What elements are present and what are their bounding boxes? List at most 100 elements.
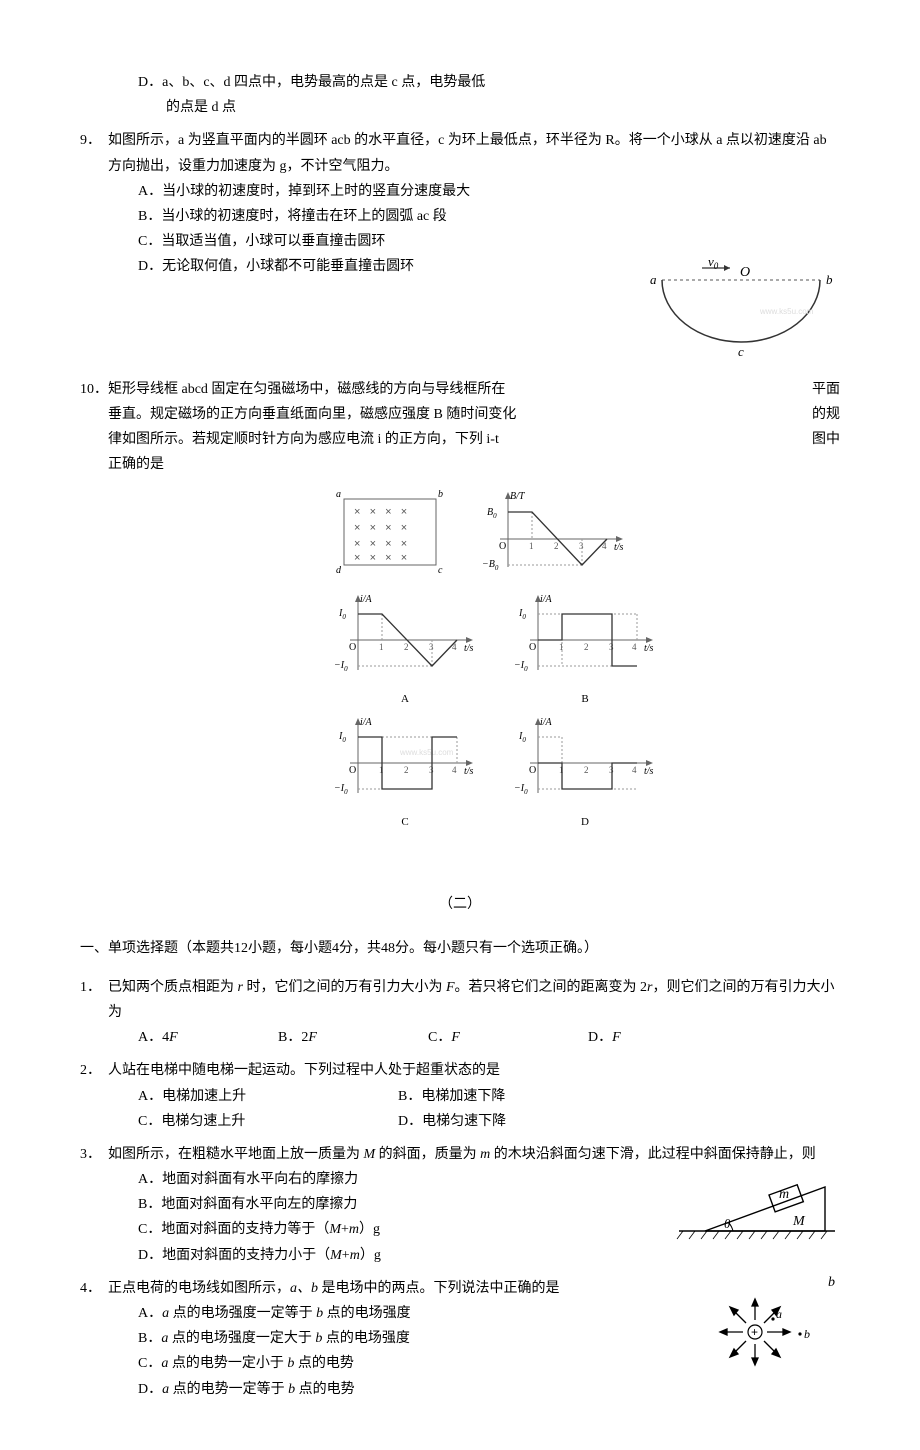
svg-text:www.ks5u.com: www.ks5u.com: [399, 748, 454, 757]
p4-figure: b + a b: [690, 1272, 840, 1391]
svg-text:+: +: [751, 1325, 758, 1339]
p2-option-b: B．电梯加速下降: [398, 1084, 505, 1109]
svg-text:t/s: t/s: [464, 766, 474, 777]
p1-option-d: D．F: [588, 1025, 621, 1050]
p1-number: 1．: [80, 975, 108, 1000]
svg-text:2: 2: [404, 765, 409, 775]
svg-text:O: O: [349, 642, 356, 653]
svg-text:d: d: [336, 565, 342, 576]
q10-text1r: 平面: [812, 377, 840, 402]
svg-text:O: O: [529, 765, 536, 776]
svg-text:i/A: i/A: [360, 717, 373, 728]
svg-text:t/s: t/s: [614, 542, 624, 553]
p2-option-a: A．电梯加速上升: [138, 1084, 398, 1109]
svg-text:I0: I0: [518, 731, 526, 744]
svg-text:−I0: −I0: [334, 660, 348, 673]
svg-text:× × × ×: × × × ×: [354, 522, 407, 534]
svg-text:b: b: [828, 1275, 835, 1290]
svg-text:× × × ×: × × × ×: [354, 506, 407, 518]
svg-text:i/A: i/A: [540, 594, 553, 605]
q10-line3: 律如图所示。若规定顺时针方向为感应电流 i 的正方向，下列 i-t 图中: [80, 427, 840, 452]
svg-text:4: 4: [452, 765, 457, 775]
q10-text2r: 的规: [812, 402, 840, 427]
svg-text:2: 2: [404, 642, 409, 652]
svg-text:b: b: [826, 272, 833, 287]
q8-option-d-line1: D．a、b、c、d 四点中，电势最高的点是 c 点，电势最低: [80, 70, 840, 95]
p2-option-d: D．电梯匀速下降: [398, 1109, 506, 1134]
svg-text:−I0: −I0: [514, 783, 528, 796]
svg-text:B0: B0: [487, 507, 497, 520]
q10-panel-a: i/A t/s O I0 −I0 1234 A: [330, 592, 480, 709]
svg-text:c: c: [438, 565, 443, 576]
svg-text:www.ks5u.com: www.ks5u.com: [759, 307, 814, 316]
p2-stem: 2．人站在电梯中随电梯一起运动。下列过程中人处于超重状态的是: [80, 1058, 840, 1083]
svg-text:3: 3: [579, 541, 584, 551]
q10-text3r: 图中: [812, 427, 840, 452]
problem-1: 1．已知两个质点相距为 r 时，它们之间的万有引力大小为 F。若只将它们之间的距…: [80, 975, 840, 1051]
q10-text3: 律如图所示。若规定顺时针方向为感应电流 i 的正方向，下列 i-t: [108, 427, 499, 452]
q10-panel-d: i/A t/s O I0 −I0 1234 D: [510, 715, 660, 832]
svg-text:× × × ×: × × × ×: [354, 552, 407, 564]
svg-text:2: 2: [584, 765, 589, 775]
svg-text:O: O: [349, 765, 356, 776]
svg-text:t/s: t/s: [644, 766, 654, 777]
q9-text: 如图所示，a 为竖直平面内的半圆环 acb 的水平直径，c 为环上最低点，环半径…: [108, 133, 827, 173]
svg-text:t/s: t/s: [464, 643, 474, 654]
p1-option-a: A．4F: [138, 1025, 278, 1050]
q8-option-d-line2: 的点是 d 点: [80, 95, 840, 120]
svg-text:1: 1: [529, 541, 534, 551]
p4-number: 4．: [80, 1276, 108, 1301]
svg-text:1: 1: [379, 765, 384, 775]
svg-text:i/A: i/A: [360, 594, 373, 605]
q10-diagrams: a b d c × × × × × × × × × × × × × × × ×: [330, 487, 840, 832]
p2-row1: A．电梯加速上升 B．电梯加速下降: [80, 1084, 840, 1109]
p2-option-c: C．电梯匀速上升: [138, 1109, 398, 1134]
section-2-title: （二）: [80, 892, 840, 917]
q10-label-a: A: [330, 690, 480, 710]
q10-line1: 10．矩形导线框 abcd 固定在匀强磁场中，磁感线的方向与导线框所在 平面: [80, 377, 840, 402]
svg-text:b: b: [438, 489, 443, 500]
p1-stem: 1．已知两个质点相距为 r 时，它们之间的万有引力大小为 F。若只将它们之间的距…: [80, 975, 840, 1025]
problem-3: 3．如图所示，在粗糙水平地面上放一质量为 M 的斜面，质量为 m 的木块沿斜面匀…: [80, 1142, 840, 1268]
q9-stem: 9．如图所示，a 为竖直平面内的半圆环 acb 的水平直径，c 为环上最低点，环…: [80, 128, 840, 178]
svg-text:−I0: −I0: [514, 660, 528, 673]
svg-text:× × × ×: × × × ×: [354, 538, 407, 550]
q10-panel-c: i/A t/s O I0 −I0 1234 www.ks5u.com C: [330, 715, 480, 832]
q10-label-d: D: [510, 813, 660, 833]
svg-text:c: c: [738, 344, 744, 359]
svg-text:O: O: [499, 541, 506, 552]
svg-text:4: 4: [632, 642, 637, 652]
svg-text:I0: I0: [338, 608, 346, 621]
svg-text:1: 1: [559, 642, 564, 652]
q10-text1: 矩形导线框 abcd 固定在匀强磁场中，磁感线的方向与导线框所在: [108, 382, 505, 397]
q10-panel-b: i/A t/s O I0 −I0 1234 B: [510, 592, 660, 709]
svg-text:a: a: [650, 272, 657, 287]
svg-text:M: M: [792, 1214, 806, 1229]
svg-text:I0: I0: [338, 731, 346, 744]
svg-text:a: a: [336, 489, 341, 500]
svg-text:2: 2: [584, 642, 589, 652]
svg-text:1: 1: [559, 765, 564, 775]
svg-text:m: m: [779, 1187, 789, 1202]
svg-text:4: 4: [632, 765, 637, 775]
svg-text:b: b: [804, 1327, 810, 1341]
problem-2: 2．人站在电梯中随电梯一起运动。下列过程中人处于超重状态的是 A．电梯加速上升 …: [80, 1058, 840, 1134]
svg-text:−B0: −B0: [482, 559, 499, 572]
svg-text:I0: I0: [518, 608, 526, 621]
q10-label-b: B: [510, 690, 660, 710]
q10-bt-graph: B/T t/s O B0 −B0 1234: [480, 487, 630, 586]
svg-text:O: O: [740, 265, 750, 280]
q9-option-b: B．当小球的初速度时，将撞击在环上的圆弧 ac 段: [80, 204, 840, 229]
svg-text:−I0: −I0: [334, 783, 348, 796]
p3-stem: 3．如图所示，在粗糙水平地面上放一质量为 M 的斜面，质量为 m 的木块沿斜面匀…: [80, 1142, 840, 1167]
p3-number: 3．: [80, 1142, 108, 1167]
svg-text:a: a: [776, 1307, 782, 1321]
p2-row2: C．电梯匀速上升 D．电梯匀速下降: [80, 1109, 840, 1134]
svg-text:v0: v0: [708, 254, 719, 271]
p1-options: A．4F B．2F C．F D．F: [80, 1025, 840, 1050]
problem-4: b + a b 4．正点电荷的电场线如图所示，a、b 是电场中的两点。下列说法: [80, 1276, 840, 1402]
question-9: 9．如图所示，a 为竖直平面内的半圆环 acb 的水平直径，c 为环上最低点，环…: [80, 128, 840, 368]
q9-figure: O v0 a b c www.ks5u.com: [640, 254, 840, 368]
p2-number: 2．: [80, 1058, 108, 1083]
svg-text:B/T: B/T: [510, 491, 526, 502]
